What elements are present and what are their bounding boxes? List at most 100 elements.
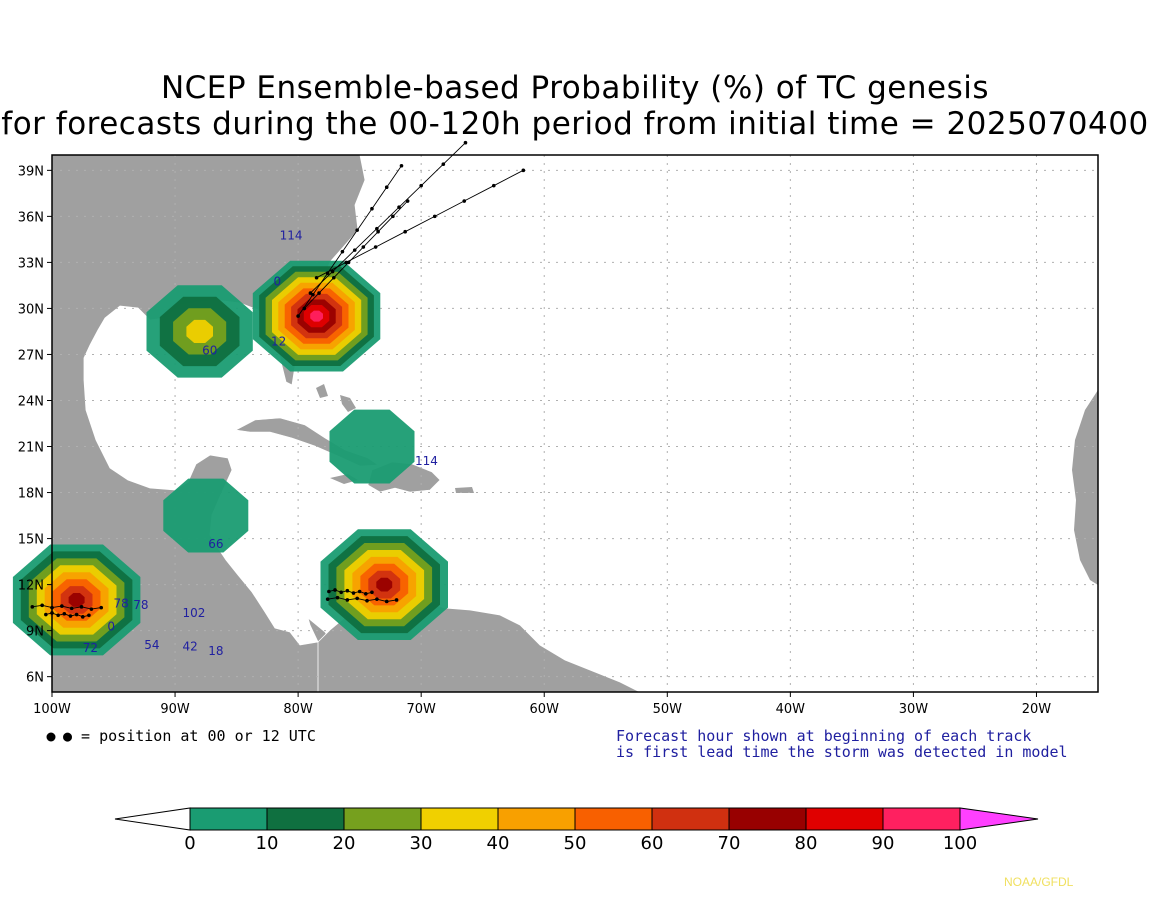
track-hour-label: 60 [202, 343, 217, 357]
lon-label: 90W [160, 702, 190, 717]
colorbar-label: 80 [795, 833, 818, 854]
track-position-dot [370, 590, 374, 595]
track-position-dot [397, 205, 401, 209]
forecast-note-line-1: Forecast hour shown at beginning of each… [616, 727, 1032, 745]
track-labels: 114 0 60 12 114 66 78 78 102 54 42 18 72 0 [83, 228, 438, 658]
lon-label: 50W [653, 702, 683, 717]
colorbar-label: 30 [410, 833, 433, 854]
lat-label: 36N [18, 210, 44, 225]
colorbar-swatch [805, 807, 884, 831]
prob-contour [329, 409, 415, 484]
colorbar-label: 50 [564, 833, 587, 854]
lat-label: 33N [18, 256, 44, 271]
africa-land [1072, 390, 1098, 585]
title-line-2: for forecasts during the 00-120h period … [1, 106, 1149, 142]
forecast-note-line-2: is first lead time the storm was detecte… [616, 743, 1068, 761]
lat-label: 39N [18, 164, 44, 179]
track-hour-label: 102 [182, 606, 205, 620]
prob-region-southern-caribbean [320, 529, 448, 640]
track-position-dot [296, 314, 300, 318]
track-position-dot [68, 614, 73, 618]
track-position-dot [352, 248, 357, 252]
credit-label: NOAA/GFDL [1004, 875, 1074, 889]
track-position-dot [441, 162, 446, 167]
track-position-dot [384, 185, 389, 190]
track-position-dot [370, 206, 374, 211]
latitude-labels: 39N 36N 33N 30N 27N 24N 21N 18N 15N 12N 9N 6N [18, 164, 52, 686]
track-position-dot [99, 605, 104, 610]
lon-label: 100W [33, 702, 71, 717]
prob-region-belize [163, 478, 249, 553]
prob-contour [68, 593, 85, 607]
colorbar-label: 70 [718, 833, 741, 854]
track-position-dot [87, 613, 91, 618]
track-hour-label: 114 [415, 454, 438, 468]
track-position-dot [375, 597, 379, 601]
puerto-rico-land [455, 487, 474, 493]
prob-contour [376, 577, 393, 592]
lat-label: 15N [18, 533, 44, 548]
track-position-dot [74, 612, 79, 617]
track-position-dot [311, 292, 315, 297]
lon-label: 60W [530, 702, 560, 717]
track-position-dot [365, 598, 369, 603]
track-hour-label: 0 [274, 274, 282, 288]
track-position-dot [332, 275, 336, 280]
lat-label: 27N [18, 348, 44, 363]
longitude-labels: 100W 90W 80W 70W 60W 50W 40W 30W 20W [33, 692, 1051, 717]
track-position-dot [403, 229, 407, 234]
colorbar-under-arrow [114, 807, 191, 831]
track-position-dot [355, 596, 359, 601]
track-position-dot [521, 168, 526, 173]
track-position-dot [364, 592, 368, 596]
prob-region-hispaniola [329, 409, 415, 484]
title-line-1: NCEP Ensemble-based Probability (%) of T… [160, 70, 990, 106]
track-position-dot [344, 260, 348, 265]
track-position-dot [351, 591, 356, 595]
colorbar-label: 10 [256, 833, 279, 854]
track-position-dot [399, 163, 404, 168]
position-legend: ● = position at 00 or 12 UTC [63, 727, 316, 745]
lat-label: 6N [26, 671, 44, 686]
position-dot-icon [46, 732, 56, 742]
storm-track [310, 142, 466, 294]
track-position-dot [394, 598, 399, 602]
track-position-dot [345, 588, 350, 593]
colorbar-swatch [574, 807, 653, 831]
track-position-dot [463, 140, 468, 145]
colorbar-label: 60 [641, 833, 664, 854]
track-position-dot [60, 604, 64, 608]
lon-label: 40W [776, 702, 806, 717]
track-position-dot [40, 603, 44, 608]
track-position-dot [384, 599, 389, 604]
track-position-dot [391, 214, 395, 219]
track-position-dot [302, 306, 307, 311]
colorbar-swatch [497, 807, 576, 831]
track-position-dot [462, 199, 467, 203]
colorbar-swatch [651, 807, 730, 831]
probability-contours [12, 260, 448, 656]
prob-contour [163, 478, 249, 553]
bahamas-land [316, 384, 356, 412]
lat-label: 30N [18, 302, 44, 317]
storm-track [303, 200, 408, 309]
track-position-dot [361, 245, 366, 249]
storm-tracks [30, 140, 526, 619]
track-position-dot [335, 595, 340, 600]
track-position-dot [327, 589, 331, 594]
track-position-dot [432, 214, 437, 219]
colorbar-swatch [266, 807, 345, 831]
track-position-dot [79, 605, 84, 609]
lon-label: 80W [283, 702, 313, 717]
prob-region-gulf-of-mexico [146, 285, 253, 378]
colorbar-label: 100 [943, 833, 977, 854]
track-position-dot [419, 183, 423, 188]
colorbar-swatch [882, 807, 961, 831]
track-position-dot [345, 598, 350, 602]
track-hour-label: 54 [144, 638, 159, 652]
track-position-dot [69, 606, 74, 611]
track-position-dot [330, 269, 335, 274]
colorbar-swatch [420, 807, 499, 831]
lat-label: 24N [18, 394, 44, 409]
